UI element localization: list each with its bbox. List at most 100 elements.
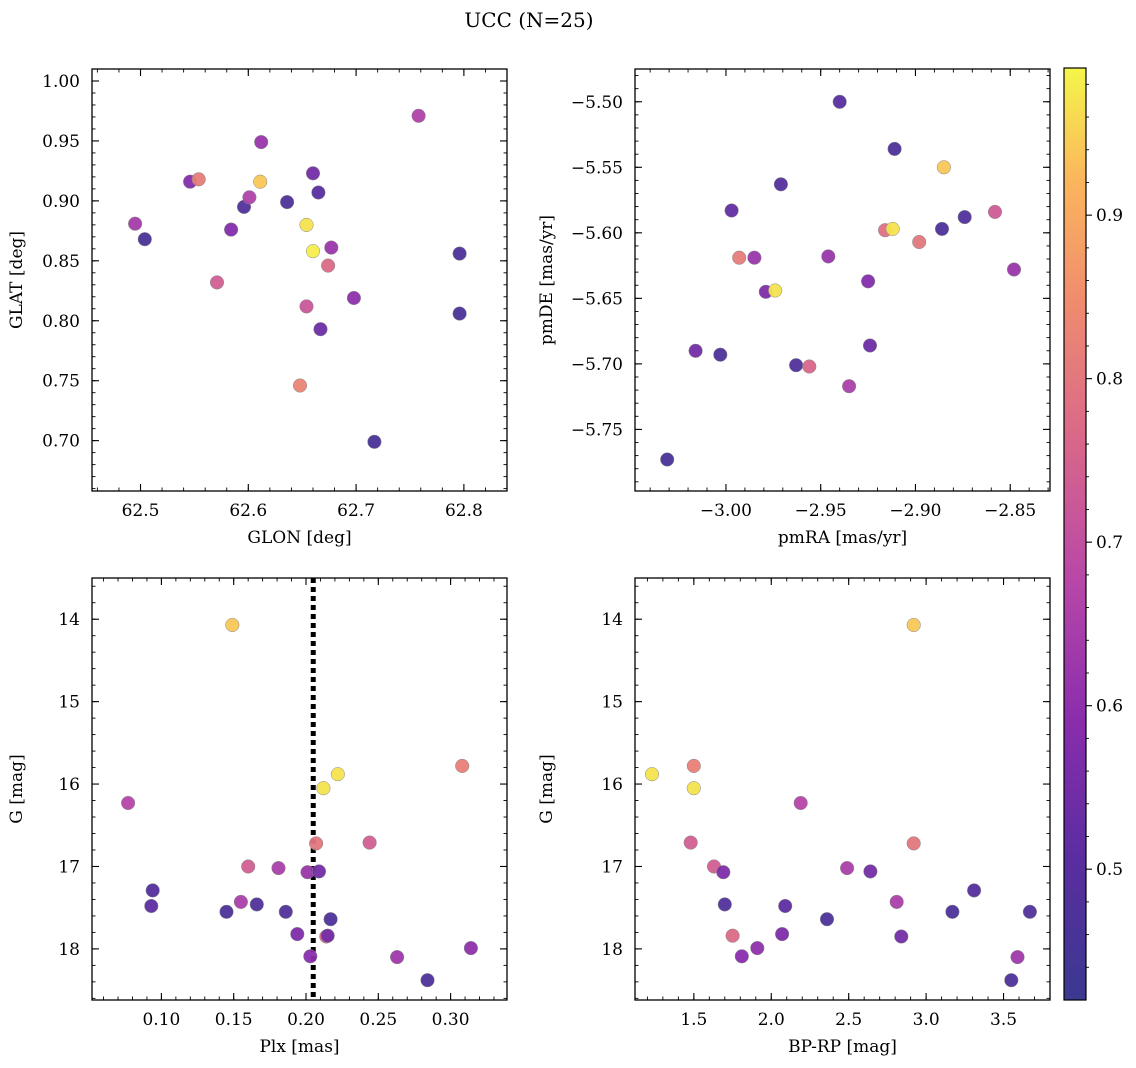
y-tick-label: 14 xyxy=(601,610,623,630)
x-tick-label: 62.5 xyxy=(122,501,160,521)
scatter-point xyxy=(463,941,478,956)
x-axis-label: Plx [mas] xyxy=(259,1037,339,1057)
x-axis-label: BP-RP [mag] xyxy=(788,1037,897,1057)
x-tick-label: 0.10 xyxy=(142,1010,180,1030)
y-tick-label: 0.75 xyxy=(42,372,80,392)
y-tick-label: −5.70 xyxy=(571,355,623,375)
colorbar-tick-label: 0.8 xyxy=(1096,370,1123,390)
y-tick-label: 17 xyxy=(601,857,623,877)
scatter-point xyxy=(305,244,321,259)
scatter-point xyxy=(912,234,927,250)
scatter-point xyxy=(311,185,326,200)
scatter-points xyxy=(660,94,1022,467)
scatter-point xyxy=(967,883,982,898)
x-tick-label: 2.0 xyxy=(758,1010,785,1030)
scatter-point xyxy=(420,973,435,988)
scatter-point xyxy=(292,378,308,393)
scatter-point xyxy=(367,434,382,449)
scatter-point xyxy=(241,859,256,874)
scatter-point xyxy=(144,898,159,914)
y-tick-label: 18 xyxy=(601,940,623,960)
scatter-point xyxy=(861,274,876,289)
scatter-point xyxy=(862,338,878,353)
scatter-point xyxy=(750,941,765,956)
scatter-point xyxy=(316,781,331,796)
ticks: −3.00 −2.95 −2.90 −2.85 −5.75 −5.70 −5.65 −5.60… xyxy=(571,69,1050,521)
panels: 62.5 62.6 62.7 62.8 0.70 0.75 0.80 0.85 0.90 0.95… xyxy=(7,68,1051,1057)
x-tick-label: 0.20 xyxy=(287,1010,325,1030)
y-tick-label: 0.95 xyxy=(42,132,80,152)
scatter-point xyxy=(660,452,675,467)
scatter-point xyxy=(309,836,324,851)
scatter-point xyxy=(323,912,338,927)
panel-3: 0.10 0.15 0.20 0.25 0.30 14 15 16 17 18 Plx [mas] G… xyxy=(7,577,508,1057)
scatter-point xyxy=(793,795,808,811)
scatter-point xyxy=(362,835,377,850)
scatter-point xyxy=(452,306,467,321)
x-axis-label: pmRA [mas/yr] xyxy=(778,528,907,548)
y-tick-label: 16 xyxy=(601,775,623,795)
scatter-point xyxy=(224,222,239,237)
y-tick-label: −5.65 xyxy=(571,289,623,309)
scatter-point xyxy=(321,258,336,273)
colorbar-tick-label: 0.5 xyxy=(1096,860,1123,880)
scatter-point xyxy=(724,203,739,218)
colorbar-tick-label: 0.9 xyxy=(1096,206,1123,226)
scatter-point xyxy=(253,174,268,189)
scatter-point xyxy=(1004,973,1019,988)
y-tick-label: 15 xyxy=(58,693,80,713)
y-tick-label: 14 xyxy=(58,610,80,630)
scatter-point xyxy=(821,249,836,264)
y-tick-label: 0.80 xyxy=(42,312,80,332)
scatter-point xyxy=(768,283,783,298)
scatter-point xyxy=(452,246,467,261)
scatter-point xyxy=(299,299,314,314)
y-axis-label: G [mag] xyxy=(7,754,27,823)
scatter-point xyxy=(324,240,339,255)
scatter-point xyxy=(802,359,817,374)
x-tick-label: −2.85 xyxy=(984,501,1036,521)
scatter-point xyxy=(290,927,305,942)
scatter-point xyxy=(330,767,345,782)
scatter-point xyxy=(121,795,136,811)
scatter-point xyxy=(686,758,701,773)
scatter-point xyxy=(1006,262,1022,277)
scatter-point xyxy=(906,836,921,851)
ticks: 0.10 0.15 0.20 0.25 0.30 14 15 16 17 18 xyxy=(58,578,507,1030)
scatter-point xyxy=(885,221,900,236)
scatter-point xyxy=(819,912,835,927)
scatter-point xyxy=(832,94,847,109)
scatter-point xyxy=(945,904,960,919)
scatter-point xyxy=(254,135,269,150)
scatter-point xyxy=(725,928,740,943)
scatter-points xyxy=(121,617,478,988)
y-tick-label: 0.70 xyxy=(42,432,80,452)
x-tick-label: 3.5 xyxy=(990,1010,1017,1030)
ticks: 62.5 62.6 62.7 62.8 0.70 0.75 0.80 0.85 0.90 0.95… xyxy=(42,68,508,521)
axes-frame xyxy=(634,68,1051,492)
scatter-point xyxy=(887,141,902,156)
scatter-point xyxy=(717,897,732,912)
scatter-point xyxy=(305,166,321,181)
colorbar-ticks: 0.5 0.6 0.7 0.8 0.9 xyxy=(1086,83,1123,968)
y-tick-label: 18 xyxy=(58,940,80,960)
y-tick-label: −5.75 xyxy=(571,420,623,440)
y-tick-label: −5.50 xyxy=(571,93,623,113)
y-tick-label: 16 xyxy=(58,775,80,795)
scatter-point xyxy=(137,232,152,247)
scatter-point xyxy=(271,861,286,876)
scatter-point xyxy=(934,221,950,236)
scatter-point xyxy=(778,898,793,914)
scatter-points xyxy=(644,617,1037,988)
scatter-point xyxy=(863,864,878,879)
x-tick-label: 0.30 xyxy=(432,1010,470,1030)
scatter-point xyxy=(390,950,405,965)
colorbar-gradient xyxy=(1063,67,1087,1001)
x-tick-label: 3.0 xyxy=(913,1010,940,1030)
x-tick-label: −3.00 xyxy=(700,501,752,521)
colorbar-tick-label: 0.6 xyxy=(1096,697,1123,717)
scatter-point xyxy=(775,927,790,942)
scatter-point xyxy=(713,347,728,362)
x-tick-label: 0.25 xyxy=(359,1010,397,1030)
